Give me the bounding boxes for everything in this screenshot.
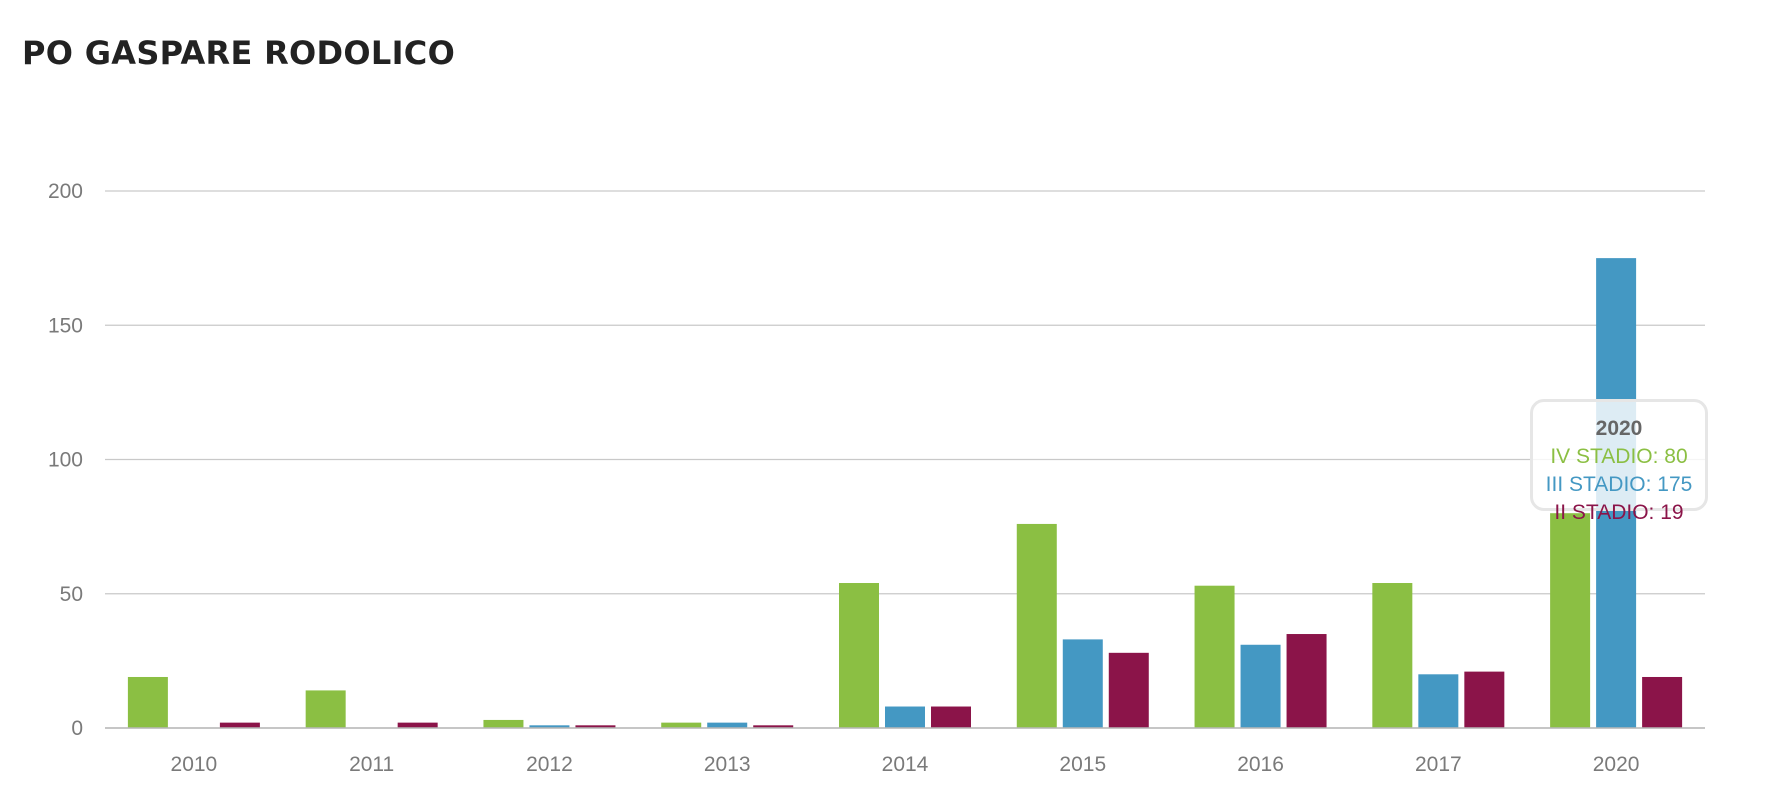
bar-2014-iv-stadio[interactable] — [839, 583, 879, 728]
x-axis: 2010 2011 2012 2013 2014 2015 2016 2017 2020 — [105, 727, 1705, 776]
bar-2010-iv-stadio[interactable] — [127, 676, 168, 728]
grid-lines — [105, 190, 1705, 729]
bars — [127, 258, 1683, 728]
bar-2013-ii-stadio[interactable] — [753, 725, 794, 728]
x-tick-label-2015: 2015 — [1059, 753, 1106, 776]
tooltip-row-iv-stadio: IV STADIO: 80 — [1550, 445, 1688, 468]
y-tick-label-50: 50 — [60, 583, 83, 606]
x-tick-label-2020: 2020 — [1593, 753, 1640, 776]
page-title: PO GASPARE RODOLICO — [22, 34, 456, 72]
bar-2011-iv-stadio[interactable] — [305, 690, 346, 728]
x-tick-label-2010: 2010 — [171, 753, 218, 776]
bar-2015-ii-stadio[interactable] — [1108, 652, 1149, 728]
bar-2017-ii-stadio[interactable] — [1464, 671, 1505, 728]
bar-2015-iv-stadio[interactable] — [1016, 523, 1057, 728]
x-tick-label-2012: 2012 — [526, 753, 573, 776]
x-tick-label-2014: 2014 — [882, 753, 929, 776]
bar-2017-iv-stadio[interactable] — [1372, 583, 1413, 728]
x-tick-label-2013: 2013 — [704, 753, 751, 776]
bar-2020-iv-stadio[interactable] — [1550, 513, 1591, 728]
y-axis: 0 50 100 150 200 — [48, 180, 83, 740]
y-tick-label-100: 100 — [48, 449, 83, 472]
bar-2020-ii-stadio[interactable] — [1642, 676, 1683, 728]
bar-2012-iii-stadio[interactable] — [529, 725, 570, 728]
bar-2016-iv-stadio[interactable] — [1194, 585, 1235, 728]
bar-2013-iii-stadio[interactable] — [707, 722, 748, 728]
y-tick-label-0: 0 — [71, 717, 83, 740]
tooltip-title: 2020 — [1595, 417, 1643, 440]
tooltip-row-ii-stadio: II STADIO: 19 — [1554, 501, 1684, 524]
x-tick-label-2011: 2011 — [349, 753, 394, 776]
bar-2014-ii-stadio[interactable] — [931, 706, 971, 728]
bar-2015-iii-stadio[interactable] — [1062, 639, 1103, 728]
bar-2012-ii-stadio[interactable] — [575, 725, 616, 728]
bar-2016-ii-stadio[interactable] — [1286, 634, 1327, 728]
bar-2014-iii-stadio[interactable] — [885, 706, 925, 728]
chart-tooltip: 2020 IV STADIO: 80 III STADIO: 175 II ST… — [1530, 399, 1708, 524]
bar-2013-iv-stadio[interactable] — [661, 722, 702, 728]
x-tick-label-2017: 2017 — [1415, 753, 1462, 776]
bar-2010-ii-stadio[interactable] — [219, 722, 260, 728]
y-tick-label-150: 150 — [48, 314, 83, 337]
y-tick-label-200: 200 — [48, 180, 83, 203]
tooltip-row-iii-stadio: III STADIO: 175 — [1545, 473, 1693, 496]
bar-2011-ii-stadio[interactable] — [397, 722, 438, 728]
bar-2012-iv-stadio[interactable] — [483, 719, 524, 728]
x-tick-label-2016: 2016 — [1237, 753, 1284, 776]
bar-2017-iii-stadio[interactable] — [1418, 674, 1459, 728]
bar-2016-iii-stadio[interactable] — [1240, 644, 1281, 728]
